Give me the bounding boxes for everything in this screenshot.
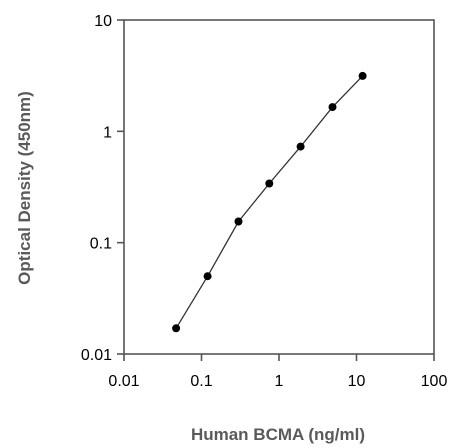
data-point bbox=[358, 71, 367, 80]
y-tick-label: 1 bbox=[103, 124, 112, 141]
data-point bbox=[265, 179, 274, 188]
x-axis-title: Human BCMA (ng/ml) bbox=[191, 425, 365, 444]
x-tick-label: 0.1 bbox=[190, 373, 212, 390]
y-tick-label: 0.1 bbox=[90, 236, 112, 253]
x-axis-ticks: 0.01 0.1 1 10 100 bbox=[108, 354, 447, 390]
y-tick-label: 10 bbox=[94, 13, 112, 30]
y-tick-label: 0.01 bbox=[81, 347, 112, 364]
plot-border bbox=[123, 19, 435, 355]
y-axis-ticks: 0.01 0.1 1 10 bbox=[81, 13, 124, 364]
x-tick-label: 0.01 bbox=[108, 373, 139, 390]
series-line-group bbox=[175, 75, 364, 329]
data-point bbox=[328, 103, 337, 112]
data-point bbox=[296, 142, 305, 151]
series-line bbox=[175, 75, 364, 329]
plot-frame bbox=[123, 19, 435, 355]
data-point bbox=[172, 324, 181, 333]
series-points-group bbox=[172, 71, 367, 333]
data-point bbox=[234, 217, 243, 226]
x-tick-label: 10 bbox=[348, 373, 366, 390]
x-tick-label: 100 bbox=[421, 373, 448, 390]
x-tick-label: 1 bbox=[275, 373, 284, 390]
y-axis-title: Optical Density (450nm) bbox=[15, 91, 34, 285]
data-point bbox=[203, 272, 212, 281]
